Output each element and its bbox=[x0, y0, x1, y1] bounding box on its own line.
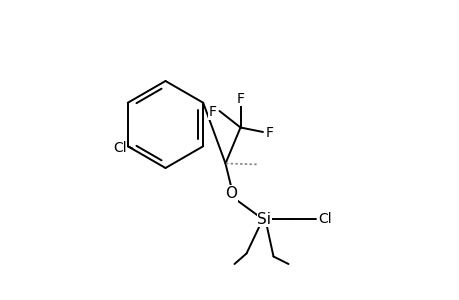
Text: Cl: Cl bbox=[318, 212, 331, 226]
Text: Si: Si bbox=[257, 212, 271, 226]
Text: F: F bbox=[208, 106, 216, 119]
Text: O: O bbox=[225, 186, 237, 201]
Text: Cl: Cl bbox=[112, 142, 126, 155]
Text: F: F bbox=[236, 92, 244, 106]
Text: F: F bbox=[265, 127, 274, 140]
